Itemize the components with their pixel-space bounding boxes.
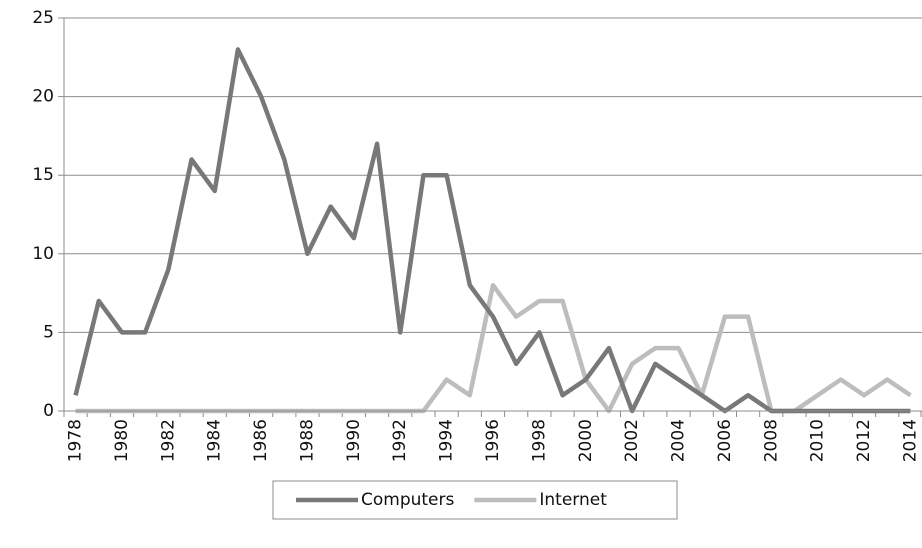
x-tick-label: 2002 — [622, 419, 642, 462]
y-tick-label: 5 — [43, 322, 54, 342]
x-tick-label: 1996 — [483, 419, 503, 462]
x-tick-label: 2000 — [576, 419, 596, 462]
y-tick-label: 0 — [43, 401, 54, 421]
x-tick-label: 2004 — [669, 419, 689, 462]
x-tick-label: 1982 — [158, 419, 178, 462]
y-tick-label: 15 — [32, 165, 54, 185]
x-tick-label: 2014 — [900, 419, 920, 462]
series-line — [75, 282, 912, 414]
x-tick-label: 1988 — [297, 419, 317, 462]
x-tick-label: 1986 — [251, 419, 271, 462]
x-tick-label: 1992 — [390, 419, 410, 462]
x-tick-label: 2006 — [715, 419, 735, 462]
x-tick-label: 2012 — [854, 419, 874, 462]
x-tick-label: 1980 — [112, 419, 132, 462]
y-tick-label: 25 — [32, 8, 54, 28]
x-tick-label: 1978 — [66, 419, 86, 462]
x-tick-label: 1998 — [529, 419, 549, 462]
legend-label: Computers — [361, 490, 455, 510]
x-tick-label: 2008 — [761, 419, 781, 462]
x-tick-label: 1990 — [344, 419, 364, 462]
y-tick-label: 20 — [32, 87, 54, 107]
x-tick-label: 2010 — [808, 419, 828, 462]
series-line — [73, 47, 911, 414]
y-tick-label: 10 — [32, 244, 54, 264]
x-tick-label: 1984 — [205, 419, 225, 462]
x-tick-label: 1994 — [437, 419, 457, 462]
legend-label: Internet — [539, 490, 607, 510]
